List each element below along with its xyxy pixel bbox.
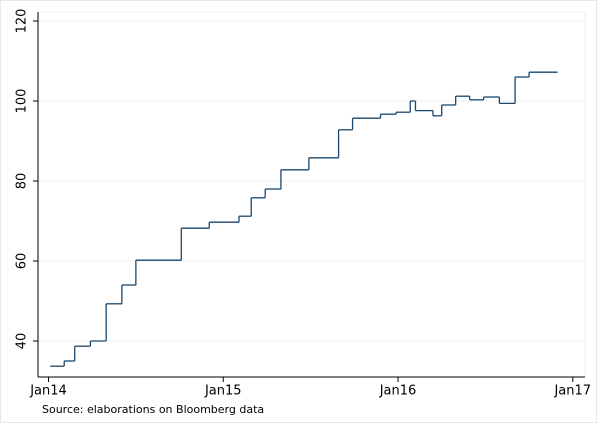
y-tick-label: 60 [15, 253, 30, 270]
y-tick-label: 120 [15, 9, 30, 34]
x-tick-label: Jan15 [204, 384, 242, 399]
plot-area [37, 11, 586, 378]
source-note: Source: elaborations on Bloomberg data [42, 403, 264, 416]
x-tick-label: Jan16 [379, 384, 417, 399]
y-tick-label: 100 [15, 89, 30, 114]
x-tick-label: Jan17 [553, 384, 591, 399]
y-tick-label: 40 [15, 333, 30, 350]
x-tick-label: Jan14 [29, 384, 67, 399]
y-tick-label: 80 [15, 173, 30, 190]
